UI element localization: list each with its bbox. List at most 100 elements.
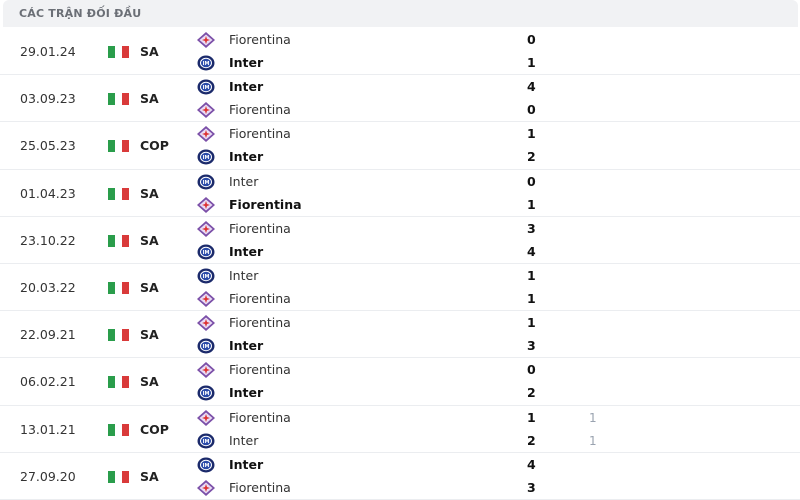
italy-flag-icon bbox=[108, 140, 129, 153]
team-line-home: Fiorentina 0 bbox=[197, 358, 757, 381]
score: 2 bbox=[527, 385, 536, 401]
team-name[interactable]: Inter bbox=[229, 79, 264, 95]
section-header: CÁC TRẬN ĐỐI ĐẦU bbox=[3, 0, 798, 27]
team-line-away: Fiorentina 1 bbox=[197, 193, 757, 216]
score: 1 bbox=[527, 290, 536, 306]
team-line-home: IM Inter 1 bbox=[197, 264, 757, 287]
score: 0 bbox=[527, 362, 536, 378]
team-line-home: Fiorentina 1 1 bbox=[197, 406, 757, 429]
team-line-home: IM Inter 4 bbox=[197, 75, 757, 98]
svg-text:IM: IM bbox=[203, 391, 210, 397]
score: 3 bbox=[527, 338, 536, 354]
match-row[interactable]: 29.01.24 SA Fiorentina 0 IM Inter 1 bbox=[0, 28, 800, 76]
penalty-score: 1 bbox=[589, 433, 597, 448]
team-name[interactable]: Fiorentina bbox=[229, 315, 291, 331]
fiorentina-crest-icon bbox=[197, 290, 215, 307]
team-name[interactable]: Inter bbox=[229, 267, 259, 283]
svg-text:IM: IM bbox=[203, 155, 210, 161]
match-date: 22.09.21 bbox=[20, 327, 76, 343]
match-date: 13.01.21 bbox=[20, 421, 76, 437]
svg-text:IM: IM bbox=[203, 274, 210, 280]
team-name[interactable]: Fiorentina bbox=[229, 409, 291, 425]
team-name[interactable]: Fiorentina bbox=[229, 102, 291, 118]
italy-flag-icon bbox=[108, 281, 129, 294]
team-name[interactable]: Fiorentina bbox=[229, 32, 291, 47]
competition: COP bbox=[140, 421, 169, 437]
team-name[interactable]: Fiorentina bbox=[229, 126, 291, 142]
team-line-away: IM Inter 1 bbox=[197, 51, 757, 74]
match-date: 20.03.22 bbox=[20, 279, 76, 295]
inter-crest-icon: IM bbox=[197, 79, 215, 95]
inter-crest-icon: IM bbox=[197, 55, 215, 71]
score: 3 bbox=[527, 479, 536, 495]
svg-text:IM: IM bbox=[203, 344, 210, 350]
team-name[interactable]: Inter bbox=[229, 149, 264, 165]
inter-crest-icon: IM bbox=[197, 244, 215, 260]
team-name[interactable]: Inter bbox=[229, 173, 259, 189]
fiorentina-crest-icon bbox=[197, 32, 215, 48]
team-name[interactable]: Inter bbox=[229, 385, 264, 401]
italy-flag-icon bbox=[108, 423, 129, 436]
score: 1 bbox=[527, 267, 536, 283]
team-line-away: Fiorentina 3 bbox=[197, 476, 757, 499]
match-row[interactable]: 06.02.21 SA Fiorentina 0 IM Inter 2 bbox=[0, 358, 800, 406]
team-line-home: IM Inter 0 bbox=[197, 170, 757, 193]
competition: SA bbox=[140, 44, 159, 59]
match-row[interactable]: 01.04.23 SA IM Inter 0 Fiorentina 1 bbox=[0, 170, 800, 217]
team-line-home: Fiorentina 1 bbox=[197, 311, 757, 334]
fiorentina-crest-icon bbox=[197, 102, 215, 119]
team-name[interactable]: Inter bbox=[229, 456, 264, 472]
svg-text:IM: IM bbox=[203, 250, 210, 256]
inter-crest-icon: IM bbox=[197, 385, 215, 401]
score: 4 bbox=[527, 243, 536, 259]
inter-crest-icon: IM bbox=[197, 457, 215, 473]
match-row[interactable]: 22.09.21 SA Fiorentina 1 IM Inter 3 bbox=[0, 311, 800, 359]
italy-flag-icon bbox=[108, 470, 129, 483]
inter-crest-icon: IM bbox=[197, 268, 215, 284]
match-date: 27.09.20 bbox=[20, 468, 76, 484]
inter-crest-icon: IM bbox=[197, 174, 215, 190]
match-date: 23.10.22 bbox=[20, 232, 76, 248]
team-name[interactable]: Inter bbox=[229, 55, 264, 70]
fiorentina-crest-icon bbox=[197, 409, 215, 426]
match-row[interactable]: 13.01.21 COP Fiorentina 1 1 IM Inter 2 1 bbox=[0, 406, 800, 453]
italy-flag-icon bbox=[108, 46, 129, 58]
competition: COP bbox=[140, 138, 169, 154]
inter-crest-icon: IM bbox=[197, 433, 215, 449]
score: 1 bbox=[527, 126, 536, 142]
match-row[interactable]: 23.10.22 SA Fiorentina 3 IM Inter 4 bbox=[0, 217, 800, 264]
italy-flag-icon bbox=[108, 187, 129, 200]
team-line-home: Fiorentina 3 bbox=[197, 217, 757, 240]
match-row[interactable]: 03.09.23 SA IM Inter 4 Fiorentina 0 bbox=[0, 75, 800, 123]
team-name[interactable]: Inter bbox=[229, 243, 264, 259]
score: 1 bbox=[527, 196, 536, 212]
match-date: 01.04.23 bbox=[20, 185, 76, 201]
match-row[interactable]: 20.03.22 SA IM Inter 1 Fiorentina 1 bbox=[0, 264, 800, 312]
fiorentina-crest-icon bbox=[197, 220, 215, 237]
team-name[interactable]: Fiorentina bbox=[229, 196, 302, 212]
team-name[interactable]: Fiorentina bbox=[229, 362, 291, 378]
penalty-score: 1 bbox=[589, 410, 597, 425]
score: 2 bbox=[527, 432, 536, 448]
team-name[interactable]: Fiorentina bbox=[229, 220, 291, 236]
match-date: 25.05.23 bbox=[20, 138, 76, 154]
svg-text:IM: IM bbox=[203, 463, 210, 469]
team-name[interactable]: Fiorentina bbox=[229, 290, 291, 306]
svg-text:IM: IM bbox=[203, 85, 210, 91]
match-date: 03.09.23 bbox=[20, 91, 76, 107]
match-row[interactable]: 25.05.23 COP Fiorentina 1 IM Inter 2 bbox=[0, 122, 800, 170]
match-row[interactable]: 27.09.20 SA IM Inter 4 Fiorentina 3 bbox=[0, 453, 800, 500]
competition: SA bbox=[140, 232, 159, 248]
team-line-away: IM Inter 2 1 bbox=[197, 429, 757, 452]
italy-flag-icon bbox=[108, 329, 129, 342]
team-name[interactable]: Inter bbox=[229, 432, 259, 448]
matches-list: 29.01.24 SA Fiorentina 0 IM Inter 1 03.0… bbox=[0, 28, 800, 500]
team-line-away: IM Inter 2 bbox=[197, 145, 757, 168]
team-line-away: IM Inter 2 bbox=[197, 381, 757, 404]
score: 0 bbox=[527, 173, 536, 189]
team-name[interactable]: Fiorentina bbox=[229, 479, 291, 495]
fiorentina-crest-icon bbox=[197, 479, 215, 496]
competition: SA bbox=[140, 91, 159, 107]
italy-flag-icon bbox=[108, 376, 129, 389]
team-name[interactable]: Inter bbox=[229, 338, 264, 354]
